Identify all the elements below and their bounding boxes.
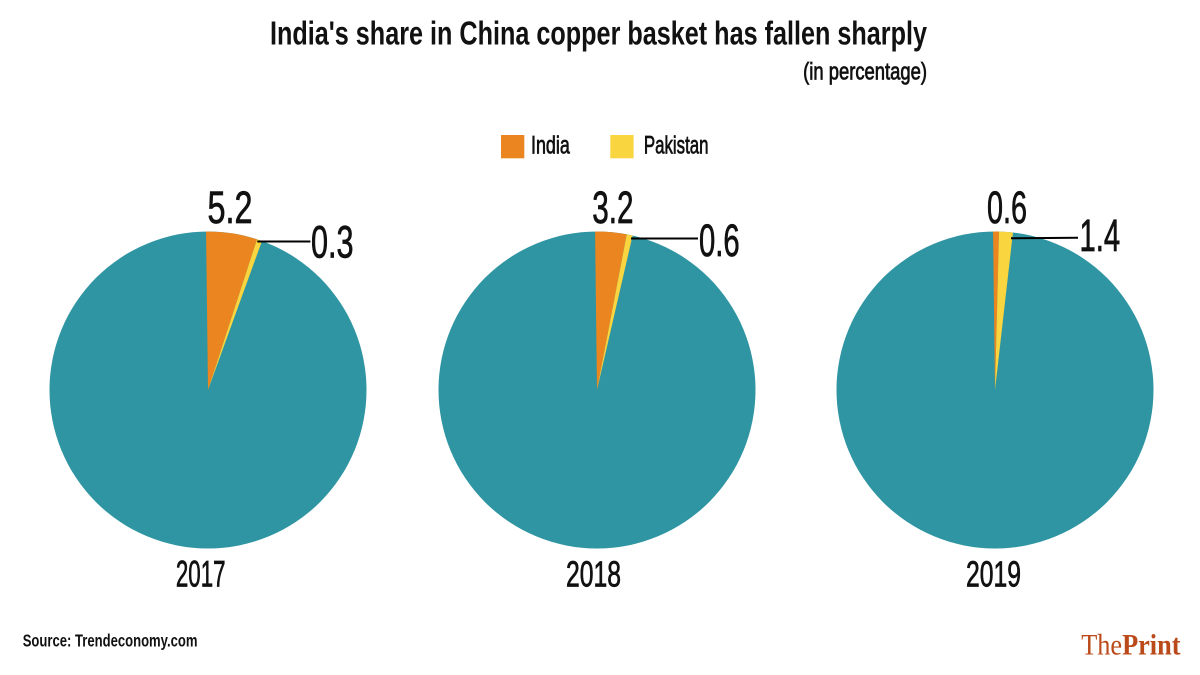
svg-text:1.4: 1.4 — [1080, 212, 1121, 262]
svg-text:(in percentage): (in percentage) — [803, 58, 927, 85]
svg-text:ThePrint: ThePrint — [1081, 629, 1181, 662]
svg-text:0.6: 0.6 — [699, 217, 740, 267]
svg-text:Pakistan: Pakistan — [644, 131, 709, 159]
svg-text:2019: 2019 — [966, 554, 1021, 595]
svg-text:Source: Trendeconomy.com: Source: Trendeconomy.com — [23, 632, 198, 651]
svg-text:5.2: 5.2 — [208, 184, 253, 233]
svg-text:2017: 2017 — [176, 555, 226, 595]
svg-text:0.6: 0.6 — [987, 184, 1027, 234]
svg-text:India: India — [531, 131, 571, 160]
svg-text:2018: 2018 — [566, 554, 621, 595]
svg-text:India's share in China copper: India's share in China copper basket has… — [270, 15, 927, 52]
svg-text:3.2: 3.2 — [592, 183, 633, 234]
svg-text:0.3: 0.3 — [311, 218, 354, 268]
